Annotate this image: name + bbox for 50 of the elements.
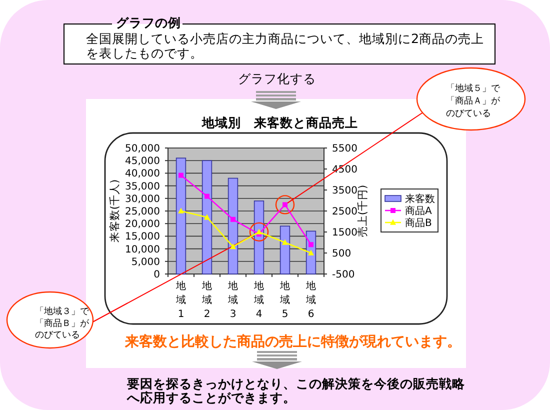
point — [204, 214, 210, 220]
bar — [176, 158, 186, 274]
x-tick-label: 地域2 — [201, 280, 212, 320]
y-tick-label: 45,000 — [125, 156, 160, 168]
text: 全国展開している小売店の主力商品について、地域別に2商品の売上を表したものです。 — [86, 31, 484, 60]
point — [230, 216, 236, 222]
y-tick-label: 0 — [154, 270, 160, 280]
point — [308, 242, 314, 248]
y-tick-label: 40,000 — [125, 168, 160, 180]
y-tick-label: 30,000 — [125, 194, 160, 205]
x-tick-label: 地域5 — [279, 280, 290, 320]
x-tick-label: 地域3 — [227, 280, 238, 320]
y-axis-title: 来客数(千人) — [108, 179, 121, 243]
bar — [254, 200, 264, 274]
legend-label: 来客数 — [405, 193, 435, 205]
annotation: 「地域３」で「商品Ｂ」がのびている — [35, 306, 90, 341]
x-tick-label: 地域1 — [175, 280, 186, 320]
chart-title: 地域別 来客数と商品売上 — [201, 115, 358, 130]
bar — [228, 178, 238, 274]
y2-axis-title: 売上(千円) — [356, 184, 369, 238]
point — [178, 172, 184, 178]
y2-tick-label: 5500 — [332, 144, 358, 154]
bar — [280, 226, 290, 274]
y-tick-label: 50,000 — [125, 144, 160, 154]
y-tick-label: 35,000 — [125, 181, 160, 192]
text: グラフの例 — [116, 15, 181, 30]
point — [178, 208, 184, 214]
y-tick-label: 25,000 — [125, 206, 160, 218]
text: 要因を探るきっかけとなり、この解決策を今後の販売戦略へ応用することができます。 — [126, 376, 466, 405]
point — [230, 244, 236, 250]
point — [204, 194, 210, 199]
y2-tick-label: -500 — [332, 270, 355, 280]
y2-tick-label: 2500 — [332, 206, 358, 218]
point — [282, 239, 288, 245]
legend-label: 商品A — [405, 205, 432, 217]
y-tick-label: 15,000 — [125, 232, 160, 243]
y2-tick-label: 1500 — [332, 228, 358, 238]
y-tick-label: 20,000 — [125, 219, 160, 230]
y-tick-label: 10,000 — [125, 244, 160, 256]
bar — [202, 160, 212, 274]
legend-label: 商品B — [405, 217, 432, 229]
y2-tick-label: 3500 — [332, 186, 358, 196]
text: グラフ化する — [238, 71, 316, 86]
point — [308, 250, 314, 256]
y2-tick-label: 500 — [332, 248, 352, 260]
text: 来客数と比較した商品の売上に特徴が現れています。 — [124, 333, 461, 350]
x-tick-label: 地域6 — [305, 280, 316, 320]
annotation: 「地域５」で「商品Ａ」がのびている — [446, 83, 501, 119]
x-tick-label: 地域4 — [253, 280, 264, 320]
y-tick-label: 5,000 — [131, 256, 160, 268]
